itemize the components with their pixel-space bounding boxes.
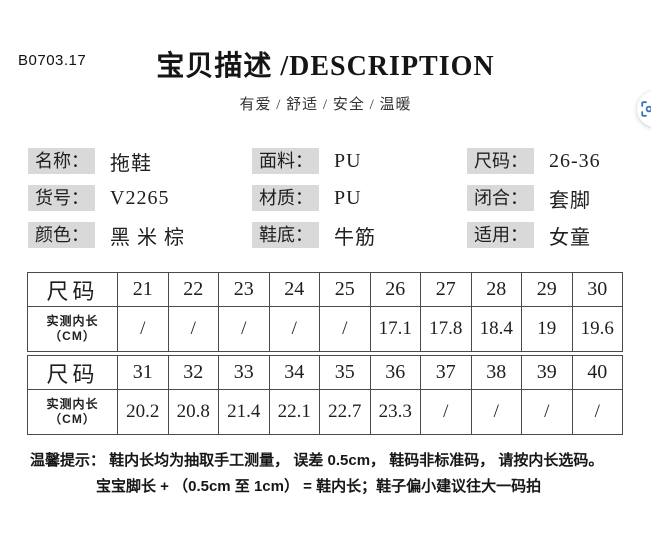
size-cell: 40	[571, 355, 623, 390]
spec-value: V2265	[110, 186, 170, 209]
size-cell: 33	[218, 355, 270, 390]
size-cell: 25	[319, 272, 371, 307]
spec-material: 材质： PU	[252, 185, 467, 211]
spec-label: 适用：	[467, 222, 534, 248]
spec-sole: 鞋底： 牛筋	[252, 222, 467, 249]
size-cell: 36	[369, 355, 421, 390]
spec-audience: 适用： 女童	[467, 222, 651, 249]
spec-value: 26-36	[549, 149, 601, 172]
size-cell: 27	[420, 272, 472, 307]
product-code: B0703.17	[18, 52, 87, 69]
size-cell: /	[470, 389, 522, 435]
size-cell: /	[420, 389, 472, 435]
spec-value: 黑 米 棕	[110, 226, 185, 249]
spec-color: 颜色： 黑 米 棕	[28, 222, 252, 249]
warm-tips: 温馨提示： 鞋内长均为抽取手工测量， 误差 0.5cm， 鞋码非标准码， 请按内…	[30, 448, 651, 499]
warm-tips-line2: 宝宝脚长 + （0.5cm 至 1cm） = 鞋内长；鞋子偏小建议往大一码拍	[96, 477, 542, 495]
size-cell: 19.6	[571, 306, 623, 352]
size-cell: 18.4	[470, 306, 522, 352]
size-cell: 34	[268, 355, 320, 390]
size-cell: /	[268, 306, 320, 352]
spec-name: 名称： 拖鞋	[28, 148, 252, 175]
spec-label: 尺码：	[467, 148, 534, 174]
size-cell: /	[319, 306, 371, 352]
size-cell: 35	[319, 355, 371, 390]
image-search-button[interactable]	[637, 91, 651, 127]
spec-value: 套脚	[549, 189, 591, 212]
table-row: 尺码 21 22 23 24 25 26 27 28 29 30	[27, 272, 623, 307]
spec-value: 女童	[549, 226, 591, 249]
spec-label: 颜色：	[28, 222, 95, 248]
size-cell: 23	[218, 272, 270, 307]
size-cell: 22	[167, 272, 219, 307]
spec-fabric: 面料： PU	[252, 148, 467, 174]
size-cell: 24	[268, 272, 320, 307]
spec-column-3: 尺码： 26-36 闭合： 套脚 适用： 女童	[467, 148, 651, 249]
table-row: 实测内长 （CM） / / / //17.1 17.8 18.4 19 19.6	[27, 306, 623, 352]
size-cell: 26	[369, 272, 421, 307]
size-cell: 31	[117, 355, 169, 390]
spec-label: 面料：	[252, 148, 319, 174]
size-cell: 29	[521, 272, 573, 307]
page-header: 宝贝描述 /DESCRIPTION 有爱 / 舒适 / 安全 / 温暖	[0, 44, 651, 114]
size-table-upper: 尺码 21 22 23 24 25 26 27 28 29 30 实测内长 （CM） / / / //17.1 1…	[27, 272, 623, 352]
size-cell: 17.1	[369, 306, 421, 352]
size-cell: 38	[470, 355, 522, 390]
spec-label: 鞋底：	[252, 222, 319, 248]
spec-label: 名称：	[28, 148, 95, 174]
spec-value: PU	[334, 149, 362, 172]
size-cell: 22.7	[319, 389, 371, 435]
row-header: 实测内长 （CM）	[27, 389, 118, 435]
spec-label: 材质：	[252, 185, 319, 211]
page-title: 宝贝描述 /DESCRIPTION	[156, 51, 495, 82]
image-search-icon	[641, 101, 651, 117]
spec-value: 牛筋	[334, 226, 376, 249]
size-cell: 21	[117, 272, 169, 307]
spec-closure: 闭合： 套脚	[467, 185, 651, 212]
spec-size-range: 尺码： 26-36	[467, 148, 651, 174]
product-description-page: { "page": { "code": "B0703.17", "title":…	[0, 44, 651, 550]
size-cell: 21.4	[218, 389, 270, 435]
size-chart: 尺码 21 22 23 24 25 26 27 28 29 30 实测内长 （CM） / / / //17.1 1…	[27, 272, 623, 435]
warm-tips-line1: 温馨提示： 鞋内长均为抽取手工测量， 误差 0.5cm， 鞋码非标准码， 请按内…	[30, 452, 604, 469]
size-cell: /	[218, 306, 270, 352]
row-header: 实测内长 （CM）	[27, 306, 118, 352]
spec-label: 闭合：	[467, 185, 534, 211]
size-cell: /	[521, 389, 573, 435]
size-cell: 17.8	[420, 306, 472, 352]
row-header: 尺码	[27, 355, 118, 390]
spec-item-number: 货号： V2265	[28, 185, 252, 211]
size-cell: /	[571, 389, 623, 435]
spec-label: 货号：	[28, 185, 95, 211]
size-cell: /	[167, 306, 219, 352]
row-header: 尺码	[27, 272, 118, 307]
spec-value: PU	[334, 186, 362, 209]
size-cell: 20.2	[117, 389, 169, 435]
size-cell: 37	[420, 355, 472, 390]
spec-column-2: 面料： PU 材质： PU 鞋底： 牛筋	[252, 148, 467, 249]
page-subtitle: 有爱 / 舒适 / 安全 / 温暖	[239, 97, 412, 113]
size-cell: /	[117, 306, 169, 352]
size-cell: 20.8	[167, 389, 219, 435]
size-cell: 30	[571, 272, 623, 307]
size-cell: 23.3	[369, 389, 421, 435]
spec-value: 拖鞋	[110, 152, 152, 175]
table-row: 实测内长 （CM） 20.2 20.8 21.4 22.1 22.7 23.3// / /	[27, 389, 623, 435]
size-cell: 22.1	[268, 389, 320, 435]
size-cell: 32	[167, 355, 219, 390]
spec-grid: 名称： 拖鞋 货号： V2265 颜色： 黑 米 棕 面料： PU 材质： PU…	[28, 148, 651, 249]
size-table-lower: 尺码 31 32 33 34 35 36 37 38 39 40 实测内长 （CM） 20.2 20.8 21…	[27, 355, 623, 435]
size-cell: 28	[470, 272, 522, 307]
spec-column-1: 名称： 拖鞋 货号： V2265 颜色： 黑 米 棕	[28, 148, 252, 249]
size-cell: 19	[521, 306, 573, 352]
table-row: 尺码 31 32 33 34 35 36 37 38 39 40	[27, 355, 623, 390]
size-cell: 39	[521, 355, 573, 390]
